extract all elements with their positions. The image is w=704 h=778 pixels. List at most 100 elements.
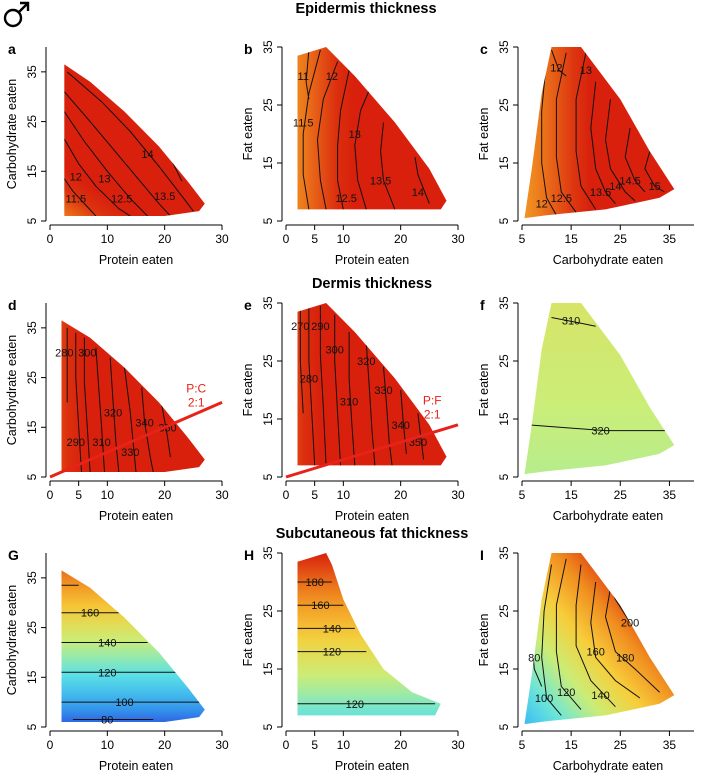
panel-label: b xyxy=(244,41,253,57)
contour-line xyxy=(83,337,91,472)
y-tick-label: 25 xyxy=(25,371,39,385)
contour-line xyxy=(541,58,557,216)
y-tick-label: 15 xyxy=(261,412,275,426)
contour-line xyxy=(644,151,665,193)
panel-label: f xyxy=(480,297,485,313)
contour-label: 12.5 xyxy=(335,193,356,205)
panel-label: H xyxy=(244,547,254,563)
contour-label: 12 xyxy=(326,71,338,83)
contour-label: 120 xyxy=(346,699,364,711)
contour-label: 14 xyxy=(412,187,424,199)
contour-label: 13 xyxy=(349,129,361,141)
male-symbol-icon xyxy=(3,1,30,28)
contour-label: 80 xyxy=(528,652,540,664)
contour-label: 160 xyxy=(311,600,329,612)
x-tick-label: 15 xyxy=(564,738,578,752)
x-tick-label: 5 xyxy=(519,232,526,246)
panel-b: 11 11.5 12 12.5 13 13.5 14 0 5 10 20 30 5 15 25 35 Prote… xyxy=(241,40,465,267)
ratio-line xyxy=(285,423,459,479)
ratio-value-label: 2:1 xyxy=(424,408,441,422)
contour-line xyxy=(555,52,577,213)
y-tick-label: 35 xyxy=(25,65,39,79)
contour-line xyxy=(590,81,616,204)
contour-label: 80 xyxy=(101,715,113,727)
contour-label: 200 xyxy=(621,618,639,630)
contour-line xyxy=(414,157,430,204)
x-tick-label: 20 xyxy=(158,488,172,502)
contour-label: 13 xyxy=(580,65,592,77)
x-tick-label: 35 xyxy=(663,738,677,752)
y-axis-title: Carbohydrate eaten xyxy=(5,585,19,696)
contour-line xyxy=(319,305,327,466)
section-title-epidermis: Epidermis thickness xyxy=(295,1,436,17)
y-tick-label: 5 xyxy=(497,473,511,480)
y-tick-label: 15 xyxy=(261,156,275,170)
contour-line xyxy=(575,564,616,708)
panel-label: c xyxy=(480,41,488,57)
x-tick-label: 10 xyxy=(101,488,115,502)
x-axis-title: Protein eaten xyxy=(335,759,409,773)
contour-label: 330 xyxy=(121,447,139,459)
contour-label: 11.5 xyxy=(66,194,87,206)
contour-line xyxy=(64,91,171,217)
contour-label: 13 xyxy=(98,174,110,186)
x-tick-label: 15 xyxy=(564,488,578,502)
y-tick-label: 25 xyxy=(497,354,511,368)
panel-label: I xyxy=(480,547,484,563)
contour-line xyxy=(337,70,350,210)
y-tick-label: 25 xyxy=(261,354,275,368)
x-axis-title: Protein eaten xyxy=(99,509,173,523)
contour-label: 12 xyxy=(70,171,82,183)
x-tick-label: 5 xyxy=(311,488,318,502)
contour-line xyxy=(316,61,339,210)
panel-label: d xyxy=(8,297,17,313)
y-tick-label: 25 xyxy=(261,98,275,112)
x-tick-label: 10 xyxy=(337,232,351,246)
x-tick-label: 5 xyxy=(311,738,318,752)
y-tick-label: 35 xyxy=(261,40,275,54)
contour-line xyxy=(75,332,82,472)
y-tick-label: 15 xyxy=(25,420,39,434)
x-axis-title: Protein eaten xyxy=(335,509,409,523)
contour-line xyxy=(95,347,105,472)
section-title-subcutaneous: Subcutaneous fat thickness xyxy=(276,526,469,542)
x-tick-label: 5 xyxy=(75,488,82,502)
panel-label: a xyxy=(8,41,16,57)
x-axis-title: Protein eaten xyxy=(99,759,173,773)
y-axis-title: Fat eaten xyxy=(241,614,255,667)
x-axis-title: Protein eaten xyxy=(335,253,409,267)
contour-label: 180 xyxy=(616,652,634,664)
y-tick-label: 15 xyxy=(25,164,39,178)
y-tick-label: 35 xyxy=(497,296,511,310)
contour-line xyxy=(109,357,120,472)
x-tick-label: 5 xyxy=(519,488,526,502)
x-tick-label: 25 xyxy=(614,232,628,246)
contour-label: 320 xyxy=(104,407,122,419)
contour-line xyxy=(383,366,393,466)
x-tick-label: 0 xyxy=(283,488,290,502)
contour-label: 120 xyxy=(323,647,341,659)
contour-label: 140 xyxy=(98,638,116,650)
contour-line xyxy=(64,138,131,217)
y-axis-title: Carbohydrate eaten xyxy=(5,79,19,190)
section-title-dermis: Dermis thickness xyxy=(312,276,432,292)
panel-e: 270 280 290 300 310 320 330 340 350 P:F2:1 0 5 10 20 3… xyxy=(241,296,465,523)
y-tick-label: 5 xyxy=(261,217,275,224)
y-axis-title: Fat eaten xyxy=(241,108,255,161)
contour-label: 13.5 xyxy=(154,191,175,203)
panel-I: 80 100 120 140 160 180 200 5 15 25 35 5 15 25 35 Carboh… xyxy=(477,546,694,773)
x-tick-label: 10 xyxy=(101,738,115,752)
contour-line xyxy=(124,367,137,472)
contour-line xyxy=(604,99,636,202)
x-tick-label: 10 xyxy=(101,232,115,246)
contour-line xyxy=(66,71,194,212)
y-tick-label: 5 xyxy=(261,723,275,730)
contour-line xyxy=(365,343,376,466)
x-tick-label: 10 xyxy=(337,738,351,752)
y-tick-label: 15 xyxy=(497,662,511,676)
x-tick-label: 20 xyxy=(394,232,408,246)
contour-label: 320 xyxy=(357,356,375,368)
contour-line xyxy=(161,404,171,458)
